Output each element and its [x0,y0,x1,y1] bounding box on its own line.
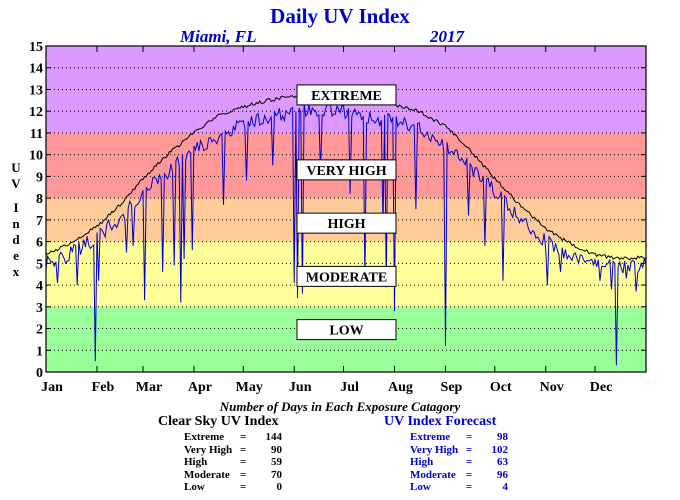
table-row: Moderate = 70 [184,469,282,482]
day-count: 63 [497,456,508,468]
y-axis-label-letter: n [12,216,20,231]
category-label: Moderate [410,468,456,481]
x-tick-label: Jul [340,380,359,395]
category-box [296,84,397,106]
day-count: 102 [491,443,509,456]
equals-sign: = [240,456,247,468]
x-tick-label: Apr [188,380,212,395]
y-tick-label: 7 [36,214,43,229]
y-axis-label-letter: e [13,248,19,263]
table-row: Low = 4 [410,481,508,494]
table-row: Low = 0 [184,481,282,494]
table-row: High = 59 [184,456,282,469]
day-count: 0 [276,481,283,493]
y-tick-label: 15 [29,40,43,55]
y-tick-label: 6 [36,236,43,251]
category-box [296,212,397,234]
y-axis-label-letter: U [11,160,21,175]
y-tick-label: 14 [29,62,43,77]
clear-sky-heading: Clear Sky UV Index [158,414,279,429]
y-tick-label: 3 [36,301,43,316]
x-tick-label: Jan [41,380,63,395]
category-label-high: HIGH [327,217,365,232]
y-axis-label-letter: x [12,264,20,279]
table-row: Moderate = 96 [410,469,508,482]
equals-sign: = [466,481,473,493]
x-tick-label: Mar [136,380,162,395]
table-row: Extreme = 98 [410,431,508,444]
category-label: High [410,456,434,468]
category-box [296,265,397,287]
plot-frame [45,45,647,373]
category-label-moderate: MODERATE [306,270,387,285]
y-tick-label: 12 [29,105,43,120]
clear-sky-stats: Clear Sky UV Index Extreme = 144 Very High… [158,414,282,494]
category-label: Moderate [184,468,230,481]
equals-sign: = [240,443,247,456]
equals-sign: = [466,468,473,481]
day-count: 98 [497,431,508,443]
forecast-heading: UV Index Forecast [384,414,497,429]
equals-sign: = [240,431,247,443]
day-count: 96 [497,468,508,481]
category-label-low: LOW [329,324,363,339]
y-axis-label-letter: V [11,176,21,191]
y-tick-label: 9 [36,170,43,185]
x-tick-label: May [236,380,263,395]
equals-sign: = [466,431,473,443]
x-tick-label: Jun [289,380,312,395]
day-count: 4 [502,481,509,493]
category-label: Extreme [184,431,225,443]
day-count: 59 [271,456,282,468]
chart-title: Daily UV Index [270,4,410,28]
y-tick-label: 0 [36,366,43,381]
day-count: 90 [271,443,282,456]
x-tick-label: Nov [540,380,564,395]
equals-sign: = [240,468,247,481]
category-label-very-high: VERY HIGH [306,164,386,179]
day-count: 144 [265,431,283,443]
category-count-title: Number of Days in Each Exposure Catagory [219,399,461,414]
year-label: 2017 [430,27,464,46]
forecast-stats: UV Index Forecast Extreme = 98 Very High = 1… [384,414,508,494]
category-label: High [184,456,208,468]
equals-sign: = [466,443,473,456]
y-tick-label: 10 [29,149,43,164]
equals-sign: = [240,481,247,493]
y-tick-label: 1 [36,344,43,359]
category-label: Low [410,481,431,493]
table-row: High = 63 [410,456,508,469]
y-tick-label: 2 [36,323,43,338]
category-label: Very High [410,443,459,456]
table-row: Very High = 90 [184,444,282,457]
y-tick-label: 4 [36,279,43,294]
location-label: Miami, FL [180,27,257,46]
forecast-table: Extreme = 98 Very High = 102 High = 63 Moderat… [410,431,508,494]
table-row: Very High = 102 [410,444,508,457]
equals-sign: = [466,456,473,468]
series-forecast-line [45,102,647,366]
category-label: Low [184,481,205,493]
x-tick-label: Aug [388,380,413,395]
table-row: Extreme = 144 [184,431,282,444]
y-axis-label: U V I n d e x [8,160,24,280]
x-tick-label: Sep [441,380,463,395]
x-tick-label: Feb [92,380,115,395]
y-tick-label: 5 [36,257,43,272]
x-tick-label: Oct [490,380,512,395]
y-tick-label: 8 [36,192,43,207]
y-axis-label-letter: I [13,200,19,215]
y-tick-label: 11 [30,127,43,142]
y-axis-label-letter: d [12,232,20,247]
category-label: Extreme [410,431,451,443]
category-box [296,319,397,341]
clear-sky-table: Extreme = 144 Very High = 90 High = 59 Moderat… [184,431,282,494]
y-tick-label: 13 [29,83,43,98]
category-label-extreme: EXTREME [311,89,382,104]
day-count: 70 [271,468,282,481]
category-label: Very High [184,443,233,456]
category-box [296,159,397,181]
x-tick-label: Dec [590,380,613,395]
